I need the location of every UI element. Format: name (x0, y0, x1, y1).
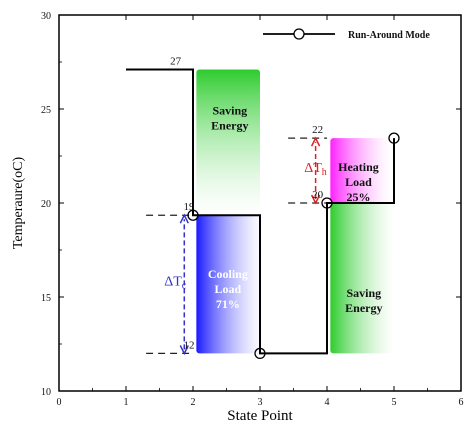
series-marker (388, 132, 400, 144)
region-label-line: Saving (347, 286, 382, 300)
series-marker (321, 197, 333, 209)
y-tick-label: 30 (41, 11, 51, 22)
y-tick-label: 10 (41, 387, 51, 398)
delta-label-sub: h (322, 167, 327, 178)
delta-arrow-head (179, 345, 189, 356)
region-label: Saving Energy (211, 104, 248, 133)
delta-label: ΔTc (164, 275, 187, 292)
delta-arrow-head (179, 213, 189, 224)
x-tick-label: 3 (258, 397, 263, 408)
y-axis-title: Temperaure(oC) (11, 157, 26, 250)
level-label: 22 (312, 124, 323, 136)
delta-arrow-head (310, 136, 321, 147)
x-tick-label: 5 (392, 397, 397, 408)
region-label-line: 25% (346, 190, 370, 204)
region-rect (196, 215, 264, 354)
x-tick-label: 4 (325, 397, 330, 408)
y-tick-label: 20 (41, 199, 51, 210)
region-label: Saving Energy (345, 286, 382, 315)
delta-label-sub: c (182, 281, 187, 292)
x-tick-label: 2 (191, 397, 196, 408)
region-label-line: Saving (213, 104, 248, 118)
region-rect (330, 138, 391, 203)
delta-label: ΔTh (304, 161, 327, 178)
series-marker (187, 209, 199, 221)
region-label-line: Load (214, 282, 241, 296)
region-label-line: 71% (216, 297, 240, 311)
delta-label-main: ΔT (304, 161, 322, 176)
series-marker (254, 347, 266, 360)
region-label-line: Energy (211, 119, 248, 133)
level-label: 19 (184, 201, 196, 213)
x-axis-title: State Point (227, 408, 293, 424)
delta-arrow-head (310, 194, 321, 205)
x-tick-label: 6 (459, 397, 464, 408)
delta-label-main: ΔT (164, 275, 182, 290)
level-label: 12 (184, 339, 195, 351)
legend-label: Run-Around Mode (348, 30, 430, 41)
region-label-line: Cooling (208, 267, 248, 281)
series-line (126, 68, 395, 355)
x-tick-label: 0 (57, 397, 62, 408)
region-rect (330, 203, 394, 354)
region-label: Heating Load 25% (338, 160, 379, 204)
region-rect (196, 69, 260, 215)
x-tick-label: 1 (124, 397, 129, 408)
level-label: 20 (312, 189, 324, 201)
y-tick-label: 15 (41, 293, 51, 304)
level-label: 27 (170, 56, 182, 68)
region-label: Cooling Load 71% (208, 267, 248, 311)
region-label-line: Load (345, 175, 372, 189)
legend-marker (293, 28, 305, 40)
region-label-line: Heating (338, 160, 379, 174)
region-label-line: Energy (345, 301, 382, 315)
y-tick-label: 25 (41, 105, 51, 116)
